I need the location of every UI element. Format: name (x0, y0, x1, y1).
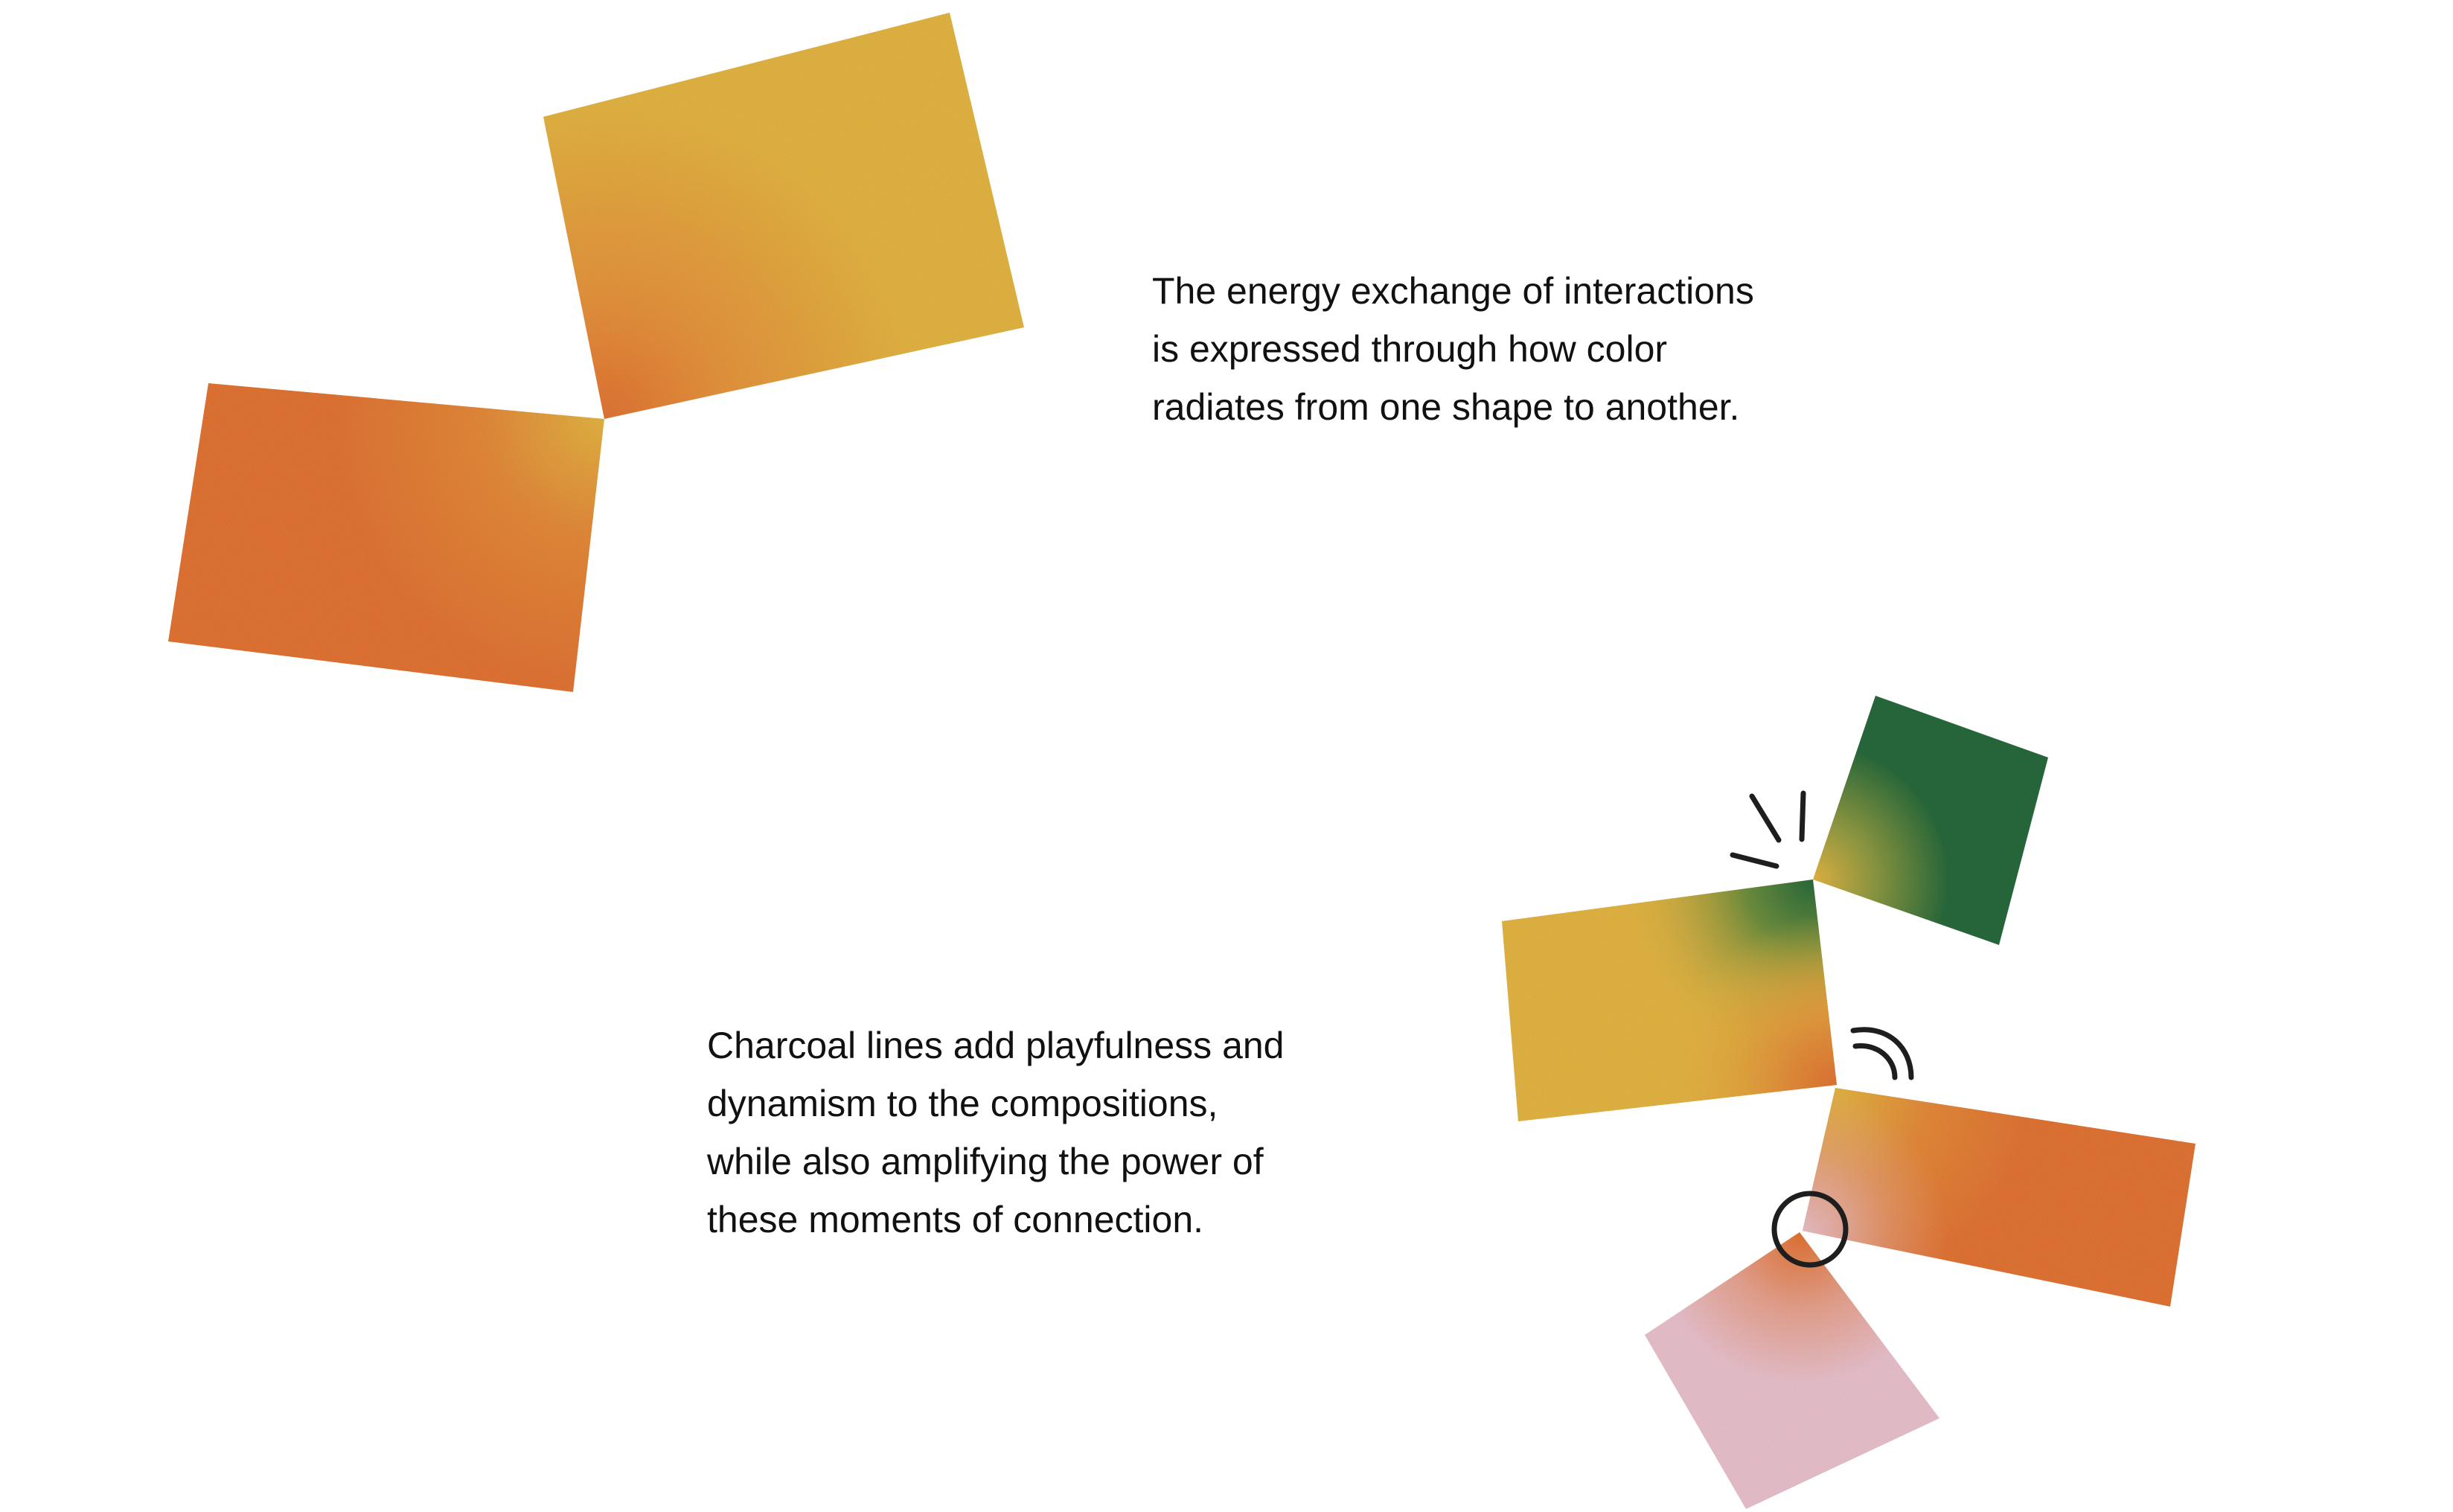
orange-rectangle-pink-glow (1803, 1088, 2195, 1307)
caption-line: these moments of connection. (707, 1199, 1204, 1240)
top-orange-rectangle (168, 383, 604, 692)
bottom-composition (1502, 696, 2195, 1509)
yellow-rectangle-orange-glow (1502, 880, 1837, 1121)
signal-arc-outer (1850, 1027, 1914, 1080)
top-yellow-rectangle (543, 13, 1024, 419)
charcoal-lines (1730, 790, 1914, 1268)
caption-line: dynamism to the compositions, (707, 1083, 1218, 1124)
signal-arc-inner (1852, 1043, 1898, 1080)
top-composition (168, 13, 1024, 692)
caption-line: radiates from one shape to another. (1152, 386, 1740, 428)
burst-line-1 (1730, 852, 1779, 869)
burst-line-3 (1799, 790, 1806, 842)
burst-line-2 (1749, 793, 1782, 843)
caption-energy-exchange: The energy exchange of interactions is e… (1152, 262, 1754, 436)
caption-line: Charcoal lines add playfulness and (707, 1025, 1285, 1066)
caption-line: is expressed through how color (1152, 328, 1668, 370)
caption-charcoal-lines: Charcoal lines add playfulness and dynam… (707, 1016, 1285, 1249)
caption-line: The energy exchange of interactions (1152, 270, 1754, 312)
green-square (1813, 696, 2048, 945)
pink-square (1645, 1232, 1939, 1509)
connection-circle (1771, 1191, 1849, 1268)
caption-line: while also amplifying the power of (707, 1141, 1264, 1182)
